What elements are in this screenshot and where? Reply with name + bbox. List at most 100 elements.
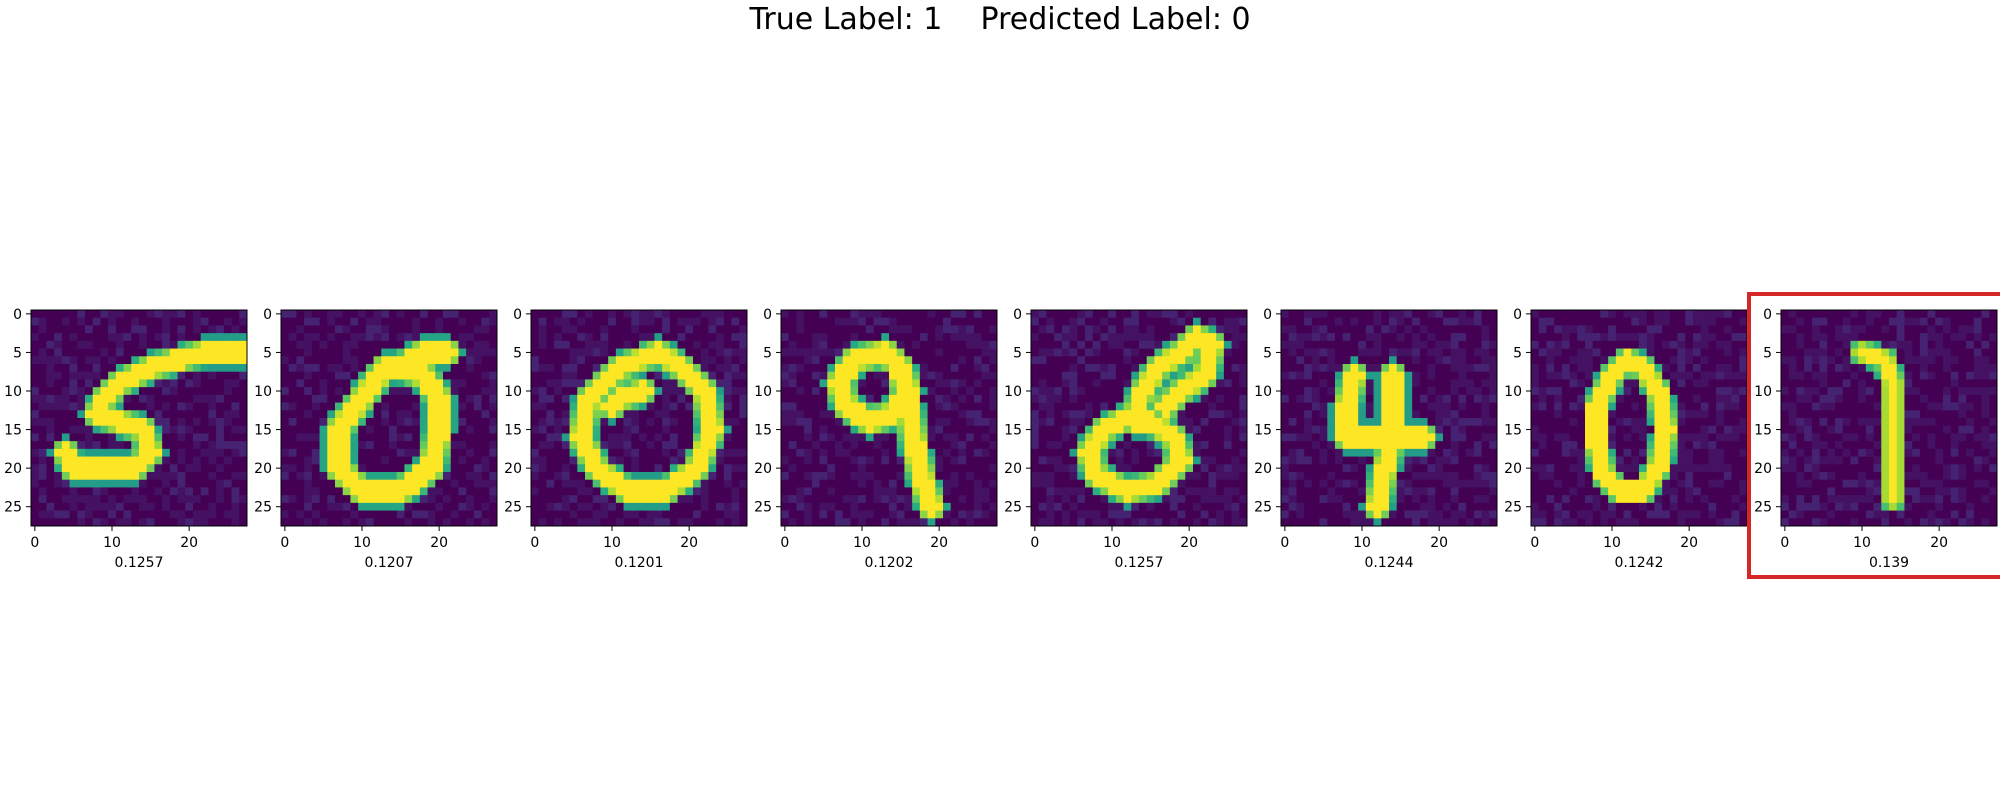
heatmap-cell: [131, 340, 140, 349]
heatmap-cell: [1216, 325, 1225, 334]
heatmap-cell: [31, 356, 40, 365]
heatmap-cell: [1427, 387, 1436, 396]
heatmap-cell: [858, 487, 867, 496]
heatmap-cell: [146, 502, 155, 511]
heatmap-cell: [1669, 325, 1678, 334]
heatmap-cell: [1373, 364, 1382, 373]
heatmap-cell: [639, 379, 648, 388]
heatmap-cell: [919, 410, 928, 419]
heatmap-cell: [1419, 418, 1428, 427]
heatmap-cell: [569, 418, 578, 427]
heatmap-cell: [1577, 317, 1586, 326]
heatmap-cell: [1435, 371, 1444, 380]
heatmap-cell: [1288, 418, 1297, 427]
heatmap-cell: [1281, 364, 1290, 373]
heatmap-cell: [858, 310, 867, 319]
heatmap-cell: [200, 402, 209, 411]
heatmap-cell: [608, 356, 617, 365]
heatmap-cell: [1177, 348, 1186, 357]
heatmap-cell: [1162, 472, 1171, 481]
heatmap-cell: [1131, 410, 1140, 419]
heatmap-cell: [1231, 487, 1240, 496]
heatmap-cell: [1069, 310, 1078, 319]
heatmap-cell: [223, 410, 232, 419]
heatmap-cell: [646, 379, 655, 388]
heatmap-cell: [185, 310, 194, 319]
heatmap-cell: [958, 495, 967, 504]
heatmap-cell: [146, 441, 155, 450]
heatmap-cell: [1311, 325, 1320, 334]
heatmap-cell: [1389, 418, 1398, 427]
heatmap-cell: [966, 356, 975, 365]
heatmap-cell: [904, 464, 913, 473]
heatmap-cell: [819, 502, 828, 511]
heatmap-cell: [1031, 356, 1040, 365]
heatmap-cell: [1473, 379, 1482, 388]
heatmap-cell: [319, 325, 328, 334]
heatmap-cell: [61, 487, 70, 496]
heatmap-cell: [1077, 418, 1086, 427]
heatmap-cell: [1154, 425, 1163, 434]
heatmap-cell: [427, 456, 436, 465]
heatmap-cell: [1046, 479, 1055, 488]
heatmap-cell: [396, 340, 405, 349]
heatmap-cell: [615, 348, 624, 357]
heatmap-cell: [904, 387, 913, 396]
heatmap-cell: [781, 340, 790, 349]
heatmap-cell: [1335, 433, 1344, 442]
heatmap-cell: [693, 402, 702, 411]
heatmap-cell: [1365, 518, 1374, 527]
heatmap-cell: [1389, 402, 1398, 411]
heatmap-cell: [1458, 333, 1467, 342]
heatmap-cell: [1427, 510, 1436, 519]
heatmap-cell: [1327, 502, 1336, 511]
heatmap-cell: [731, 394, 740, 403]
heatmap-cell: [1038, 464, 1047, 473]
heatmap-cell: [365, 487, 374, 496]
heatmap-cell: [77, 487, 86, 496]
heatmap-cell: [223, 348, 232, 357]
heatmap-cell: [1389, 356, 1398, 365]
heatmap-cell: [1546, 348, 1555, 357]
heatmap-cell: [973, 379, 982, 388]
heatmap-cell: [327, 510, 336, 519]
heatmap-cell: [1281, 464, 1290, 473]
heatmap-cell: [1669, 333, 1678, 342]
heatmap-cell: [1031, 371, 1040, 380]
heatmap-cell: [531, 487, 540, 496]
heatmap-cell: [577, 410, 586, 419]
heatmap-cell: [185, 364, 194, 373]
heatmap-cell: [1731, 340, 1740, 349]
heatmap-cell: [966, 364, 975, 373]
heatmap-cell: [1473, 410, 1482, 419]
heatmap-cell: [466, 333, 475, 342]
heatmap-cell: [1231, 317, 1240, 326]
heatmap-cell: [981, 472, 990, 481]
heatmap-cell: [1419, 394, 1428, 403]
y-tick-label: 20: [1004, 461, 1022, 477]
heatmap-cell: [131, 410, 140, 419]
heatmap-cell: [950, 479, 959, 488]
heatmap-cell: [223, 433, 232, 442]
heatmap-cell: [1412, 441, 1421, 450]
heatmap-cell: [1419, 333, 1428, 342]
heatmap-cell: [1216, 394, 1225, 403]
heatmap-cell: [592, 410, 601, 419]
heatmap-cell: [873, 387, 882, 396]
heatmap-cell: [561, 317, 570, 326]
heatmap-cell: [889, 502, 898, 511]
heatmap-cell: [1077, 433, 1086, 442]
heatmap-cell: [531, 441, 540, 450]
heatmap-cell: [958, 510, 967, 519]
heatmap-cell: [1162, 340, 1171, 349]
heatmap-cell: [723, 371, 732, 380]
heatmap-cell: [239, 425, 248, 434]
heatmap-cell: [146, 464, 155, 473]
heatmap-cell: [342, 340, 351, 349]
heatmap-cell: [404, 441, 413, 450]
heatmap-cell: [739, 472, 748, 481]
heatmap-cell: [146, 317, 155, 326]
heatmap-cell: [450, 364, 459, 373]
heatmap-cell: [185, 333, 194, 342]
heatmap-cell: [373, 510, 382, 519]
